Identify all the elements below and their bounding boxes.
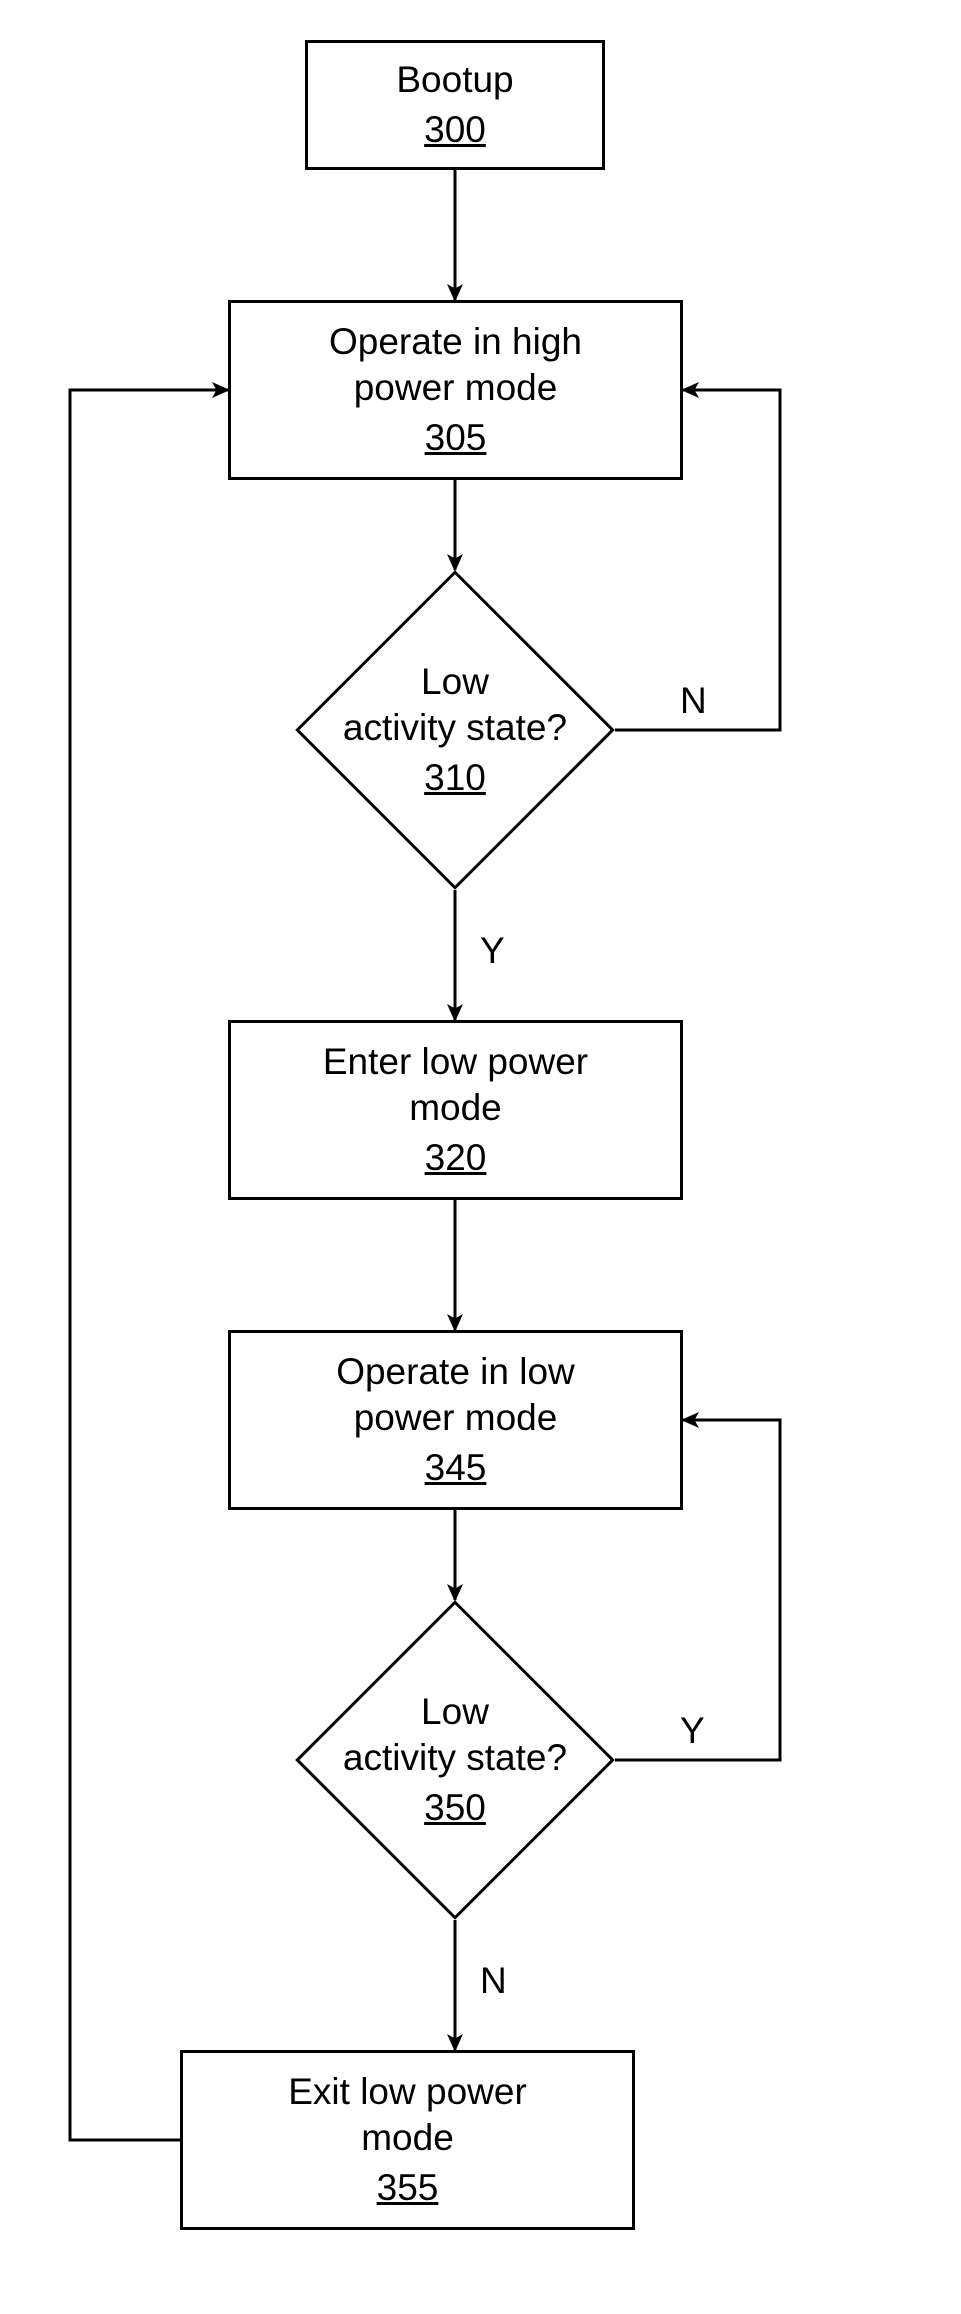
flowchart-canvas: Bootup 300 Operate in highpower mode 305…: [0, 0, 961, 2314]
node-enterlow-label: Enter low powermode: [323, 1039, 588, 1132]
edge-label-low2-y: Y: [680, 1710, 705, 1752]
node-exitlow: Exit low powermode 355: [180, 2050, 635, 2230]
edge-label-low2-n: N: [480, 1960, 507, 2002]
node-bootup-label: Bootup: [396, 57, 513, 103]
node-highmode-label: Operate in highpower mode: [329, 319, 582, 412]
node-low1-shape: [295, 570, 615, 890]
edge-label-low1-n: N: [680, 680, 707, 722]
node-highmode-ref: 305: [425, 415, 487, 461]
node-lowmode: Operate in lowpower mode 345: [228, 1330, 683, 1510]
node-bootup: Bootup 300: [305, 40, 605, 170]
node-highmode: Operate in highpower mode 305: [228, 300, 683, 480]
node-enterlow: Enter low powermode 320: [228, 1020, 683, 1200]
edge-label-low1-y: Y: [480, 930, 505, 972]
node-enterlow-ref: 320: [425, 1135, 487, 1181]
node-exitlow-label: Exit low powermode: [288, 2069, 527, 2162]
node-lowmode-ref: 345: [425, 1445, 487, 1491]
node-lowmode-label: Operate in lowpower mode: [336, 1349, 575, 1442]
node-exitlow-ref: 355: [377, 2165, 439, 2211]
node-low2-shape: [295, 1600, 615, 1920]
node-bootup-ref: 300: [424, 107, 486, 153]
